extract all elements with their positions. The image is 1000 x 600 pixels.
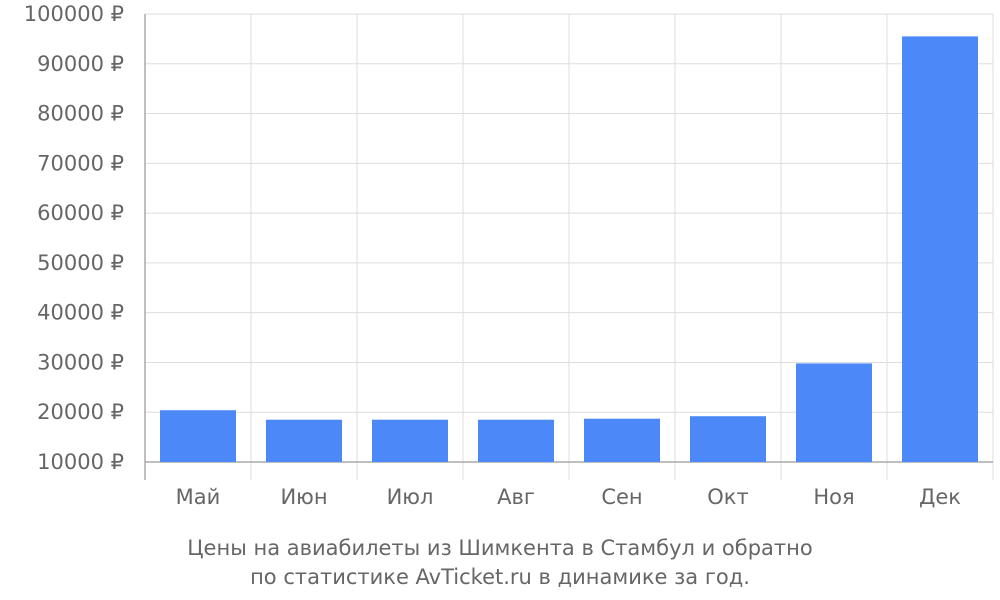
bar-7	[796, 363, 872, 462]
bar-2	[266, 419, 342, 462]
y-tick-label: 20000 ₽	[37, 400, 124, 424]
bar-1	[160, 410, 236, 462]
x-tick-label: Июн	[280, 485, 327, 509]
bar-5	[584, 418, 660, 462]
x-tick-label: Сен	[601, 485, 642, 509]
bar-chart: 10000 ₽ 20000 ₽ 30000 ₽ 40000 ₽ 50000 ₽ 60000…	[24, 2, 994, 509]
bar-8	[902, 36, 978, 463]
x-tick-label: Май	[176, 485, 221, 509]
x-tick-labels: Май Июн Июл Авг Сен Окт Ноя Дек	[176, 485, 961, 509]
x-tick-label: Ноя	[813, 485, 854, 509]
grid-lines	[145, 13, 994, 480]
x-tick-label: Июл	[387, 485, 434, 509]
y-tick-label: 100000 ₽	[24, 2, 124, 26]
y-tick-label: 70000 ₽	[37, 151, 124, 175]
x-tick-label: Авг	[497, 485, 535, 509]
y-tick-label: 60000 ₽	[37, 201, 124, 225]
y-tick-labels: 10000 ₽ 20000 ₽ 30000 ₽ 40000 ₽ 50000 ₽ 60000…	[24, 2, 124, 474]
x-tick-label: Дек	[919, 485, 961, 509]
chart-caption-line-2: по статистике AvTicket.ru в динамике за …	[250, 565, 750, 589]
bar-4	[478, 419, 554, 462]
y-tick-label: 10000 ₽	[37, 450, 124, 474]
y-tick-label: 30000 ₽	[37, 350, 124, 374]
y-tick-label: 80000 ₽	[37, 102, 124, 126]
y-tick-label: 90000 ₽	[37, 52, 124, 76]
x-tick-label: Окт	[707, 485, 748, 509]
bar-3	[372, 419, 448, 462]
bar-6	[690, 416, 766, 462]
chart-caption-line-1: Цены на авиабилеты из Шимкента в Стамбул…	[187, 536, 813, 560]
y-tick-label: 40000 ₽	[37, 301, 124, 325]
y-tick-label: 50000 ₽	[37, 251, 124, 275]
bars	[160, 36, 978, 463]
